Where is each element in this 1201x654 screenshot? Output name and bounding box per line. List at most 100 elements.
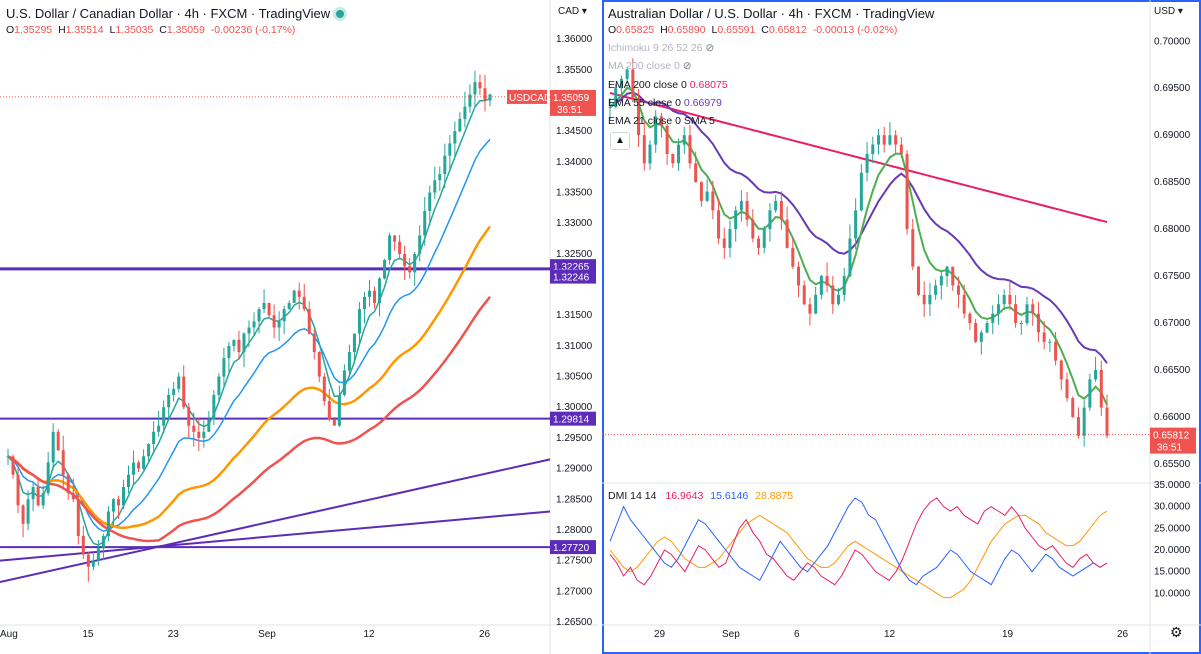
candle-body (373, 290, 377, 303)
low-label: L (109, 24, 116, 36)
ma-line (7, 138, 491, 533)
usdcad-chart-panel[interactable]: 1.36000 1.35500 1.34500 1.34000 1.33500 1.330… (0, 0, 598, 654)
candle-body (187, 407, 191, 426)
candle-body (1054, 341, 1058, 361)
candle-body (448, 143, 452, 156)
candle-body (428, 192, 432, 211)
candle-body (631, 69, 635, 98)
indicator-ma200[interactable]: MA 200 close 0 ⊘ (608, 60, 692, 72)
candle-body (317, 352, 321, 377)
hidden-eye-icon[interactable]: ⊘ (682, 60, 692, 72)
candle-body (36, 486, 40, 506)
currency-selector[interactable]: USD ▾ (1154, 6, 1183, 17)
audusd-chart-title: Australian Dollar / U.S. Dollar · 4h · F… (608, 6, 934, 21)
price-level-tag-text: 1.32265 (553, 262, 590, 273)
candle-body (277, 321, 281, 328)
indicator-ema200[interactable]: EMA 200 close 0 0.68075 (608, 79, 728, 91)
price-level-tag-text: 1.29814 (553, 415, 590, 426)
candle-body (722, 238, 726, 248)
candle-body (287, 302, 291, 310)
candle-body (1071, 398, 1075, 417)
candle-body (739, 200, 743, 211)
candle-body (56, 431, 60, 451)
indicator-ema21[interactable]: EMA 21 close 0 SMA 5 (608, 115, 715, 127)
candle-body (81, 536, 85, 555)
candle-body (882, 135, 886, 145)
candle-body (212, 394, 216, 420)
candle-body (232, 339, 236, 346)
candle-body (262, 302, 266, 310)
x-tick-label: 6 (794, 629, 800, 640)
audusd-chart-panel[interactable]: 0.70000 0.69500 0.69000 0.68500 0.68000 0.675… (602, 0, 1201, 654)
x-tick-label: 26 (1117, 629, 1129, 640)
candle-body (388, 235, 392, 261)
collapse-indicators-button[interactable]: ▲ (610, 132, 630, 150)
ema55-label: EMA 55 close 0 (608, 97, 681, 109)
candle-body (888, 135, 892, 145)
candle-body (614, 88, 618, 108)
candle-body (642, 135, 646, 164)
last-price-text: 1.35059 (553, 93, 590, 104)
candle-body (677, 144, 681, 164)
currency-selector[interactable]: CAD ▾ (558, 6, 587, 17)
ema-line (609, 91, 1108, 364)
candle-body (728, 229, 732, 248)
settings-gear-icon[interactable]: ⚙ (1170, 624, 1183, 640)
high-value: 0.65890 (667, 24, 706, 36)
candle-body (928, 294, 932, 305)
candle-body (322, 376, 326, 402)
candle-body (991, 313, 995, 324)
candle-body (242, 333, 246, 353)
candle-body (1094, 369, 1098, 380)
candle-body (962, 294, 966, 314)
y-tick-label: 1.33500 (556, 188, 593, 199)
y-tick-label: 0.69500 (1154, 83, 1191, 94)
candle-body (423, 210, 427, 236)
indicator-ichimoku[interactable]: Ichimoku 9 26 52 26 ⊘ (608, 42, 714, 54)
candle-body (337, 394, 341, 426)
candle-body (865, 153, 869, 173)
indicator-ema55[interactable]: EMA 55 close 0 0.66979 (608, 97, 722, 109)
candle-body (91, 560, 95, 567)
y-tick-label: 0.67000 (1154, 318, 1191, 329)
candle-body (403, 253, 407, 267)
y-tick-label: 1.29500 (556, 433, 593, 444)
close-value: 0.65812 (768, 24, 807, 36)
candle-body (51, 431, 55, 463)
audusd-chart-canvas[interactable]: 0.70000 0.69500 0.69000 0.68500 0.68000 0.675… (602, 0, 1201, 654)
candle-body (96, 548, 100, 561)
candle-body (1088, 379, 1092, 408)
candle-body (751, 219, 755, 239)
candle-body (1048, 341, 1052, 343)
open-value: 1.35295 (14, 24, 53, 36)
hidden-eye-icon[interactable]: ⊘ (705, 42, 715, 54)
candle-body (694, 163, 698, 183)
candle-body (368, 290, 371, 297)
chart-title-text: U.S. Dollar / Canadian Dollar · 4h · FXC… (6, 6, 331, 21)
candle-body (842, 276, 846, 295)
candle-body (985, 323, 989, 333)
candle-body (934, 285, 938, 295)
candle-body (418, 235, 422, 254)
candle-body (408, 266, 412, 273)
candle-body (1105, 407, 1109, 436)
dmi-legend: DMI 14 14 16.9643 15.6146 28.8875 (608, 490, 793, 502)
candle-body (327, 401, 331, 420)
candle-body (734, 210, 738, 230)
candle-body (916, 266, 920, 295)
dmi-minus-value: 15.6146 (710, 490, 749, 502)
candle-body (688, 135, 692, 164)
usdcad-chart-canvas[interactable]: 1.36000 1.35500 1.34500 1.34000 1.33500 1.330… (0, 0, 598, 654)
candle-body (111, 499, 115, 512)
dmi-y-tick-label: 35.0000 (1154, 480, 1191, 491)
ma200-label: MA 200 close 0 (608, 60, 680, 72)
last-price-tag (1150, 427, 1196, 454)
candle-body (488, 94, 492, 101)
candle-body (808, 304, 812, 314)
high-value: 1.35514 (65, 24, 104, 36)
candle-body (745, 200, 749, 220)
x-tick-label: Sep (722, 629, 740, 640)
ema200-label: EMA 200 close 0 (608, 79, 687, 91)
candle-body (648, 144, 652, 164)
candle-body (267, 302, 271, 316)
